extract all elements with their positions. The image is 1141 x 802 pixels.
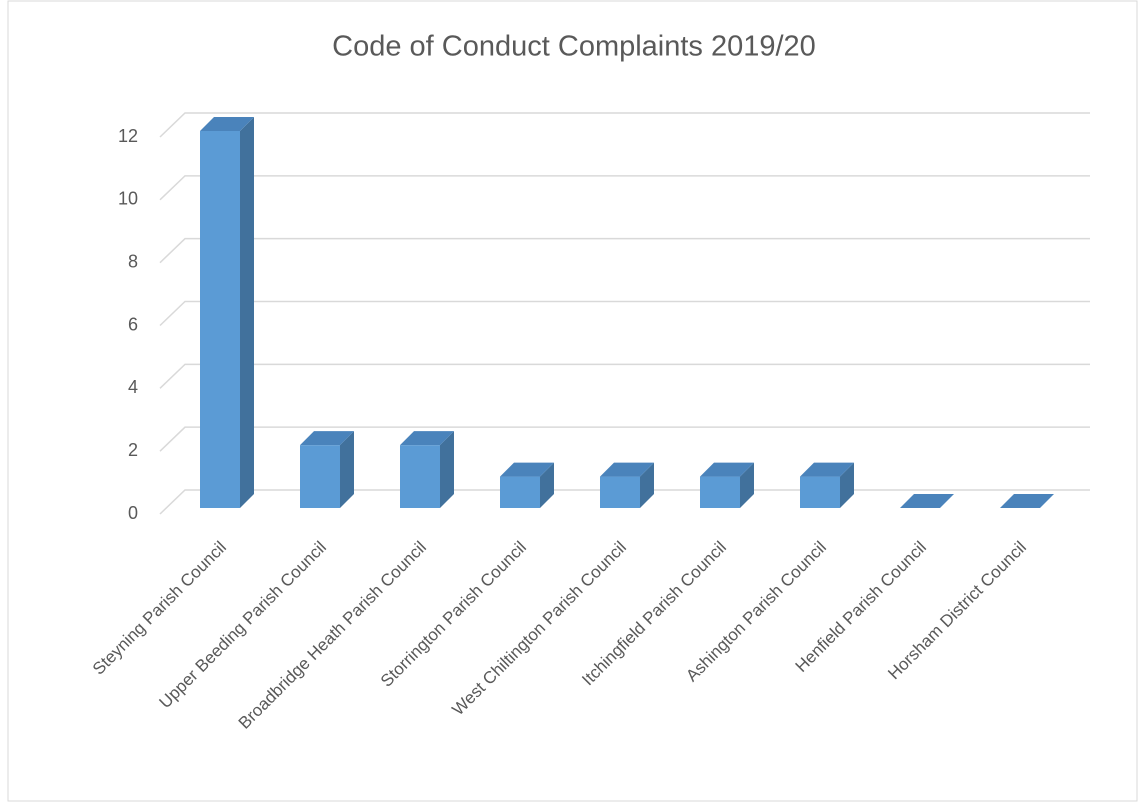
- bar-side: [340, 431, 354, 508]
- bar: [400, 445, 440, 508]
- y-tick-label: 0: [128, 503, 138, 523]
- bar-side: [540, 462, 554, 508]
- bar: [700, 476, 740, 508]
- grid-line: [159, 426, 1090, 452]
- bar: [300, 445, 340, 508]
- bar: [600, 476, 640, 508]
- bar: [800, 476, 840, 508]
- bar-top: [700, 462, 754, 477]
- bar-top: [300, 431, 354, 446]
- grid-line: [159, 489, 1090, 515]
- bar-side: [240, 117, 254, 508]
- grid-line: [159, 112, 1090, 138]
- bar-side: [740, 462, 754, 508]
- grid-line: [159, 300, 1090, 327]
- bar-top: [200, 117, 254, 131]
- y-tick-label: 2: [128, 440, 138, 460]
- y-tick-label: 6: [128, 314, 138, 334]
- bar-side: [440, 431, 454, 508]
- grid-line: [159, 363, 1090, 389]
- bar-side: [840, 462, 854, 508]
- grid-line: [159, 175, 1090, 201]
- y-tick-label: 12: [118, 126, 138, 146]
- bar: [500, 476, 540, 508]
- bar: [200, 131, 240, 508]
- bar-side: [640, 462, 654, 508]
- bar-top: [900, 494, 954, 508]
- chart-title: Code of Conduct Complaints 2019/20: [332, 31, 816, 63]
- bar-top: [400, 431, 454, 446]
- grid-line: [159, 237, 1090, 264]
- bar-top: [500, 462, 554, 477]
- bar-top: [600, 462, 654, 477]
- y-tick-label: 4: [128, 377, 138, 397]
- y-tick-label: 8: [128, 251, 138, 271]
- chart-border: [7, 0, 1138, 802]
- y-tick-label: 10: [118, 189, 138, 209]
- bar-top: [1000, 494, 1054, 508]
- bar-top: [800, 462, 854, 477]
